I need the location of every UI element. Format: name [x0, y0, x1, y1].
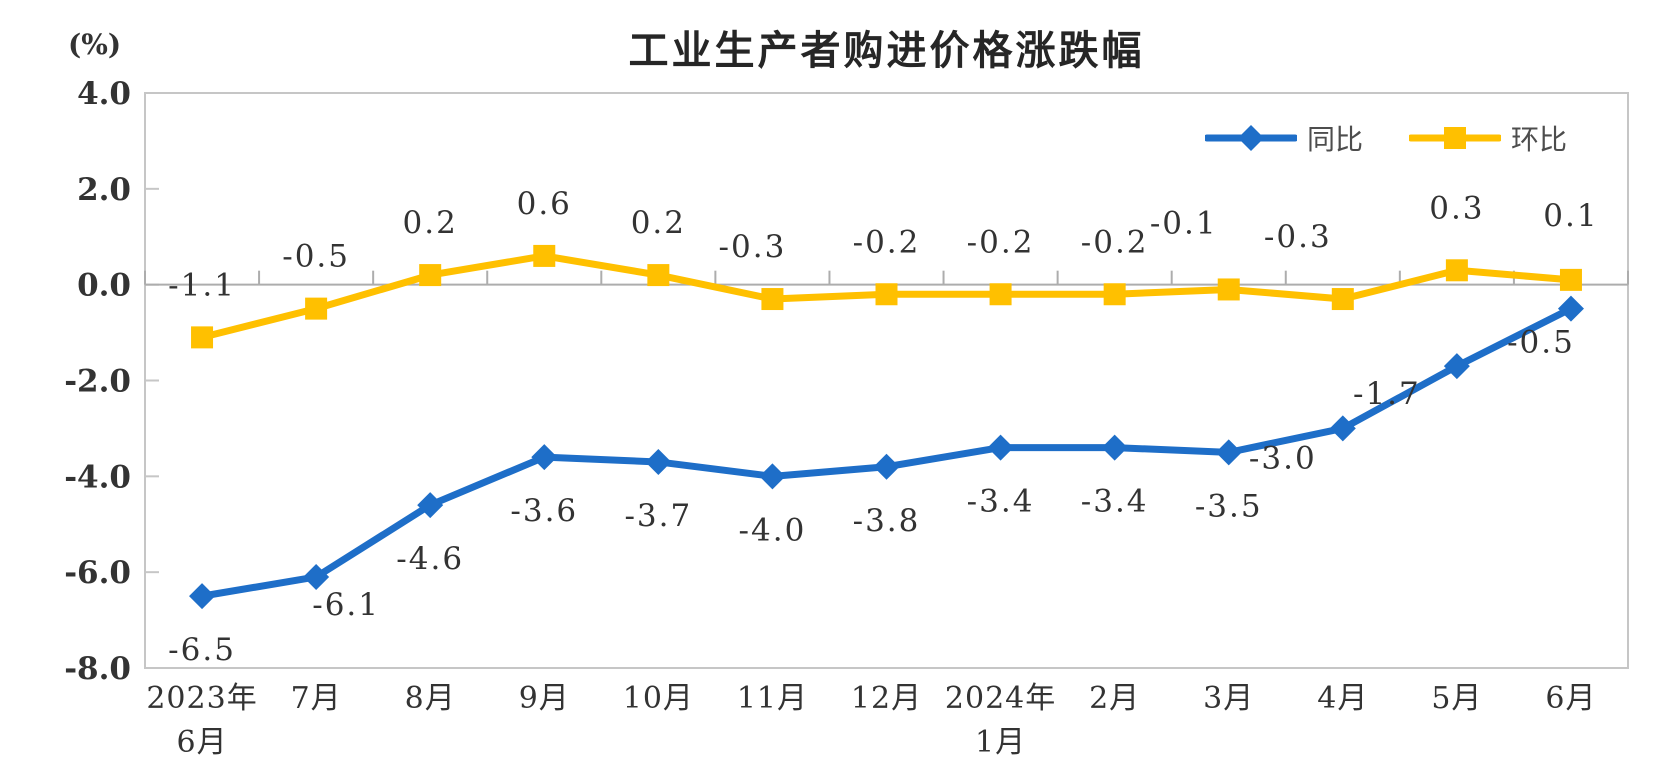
- line-diamond-marker-icon: [1205, 125, 1297, 151]
- svg-text:8月: 8月: [405, 681, 456, 716]
- svg-text:-3.4: -3.4: [1081, 484, 1149, 520]
- svg-text:-4.0: -4.0: [64, 459, 131, 495]
- legend-label-huanbi: 环比: [1511, 123, 1568, 156]
- svg-text:6月: 6月: [1545, 681, 1596, 716]
- svg-text:-6.1: -6.1: [312, 587, 380, 623]
- svg-text:-0.2: -0.2: [1081, 224, 1149, 260]
- svg-text:9月: 9月: [519, 681, 570, 716]
- svg-text:-0.5: -0.5: [1507, 325, 1575, 361]
- svg-text:-3.6: -3.6: [510, 493, 578, 529]
- svg-text:2024年: 2024年: [945, 681, 1056, 716]
- svg-text:2023年: 2023年: [146, 681, 257, 716]
- svg-text:11月: 11月: [737, 681, 808, 716]
- svg-text:1月: 1月: [975, 725, 1026, 760]
- svg-text:-3.8: -3.8: [853, 503, 921, 539]
- svg-text:-3.5: -3.5: [1195, 488, 1263, 524]
- svg-text:-1.1: -1.1: [168, 267, 236, 303]
- svg-text:0.3: 0.3: [1429, 190, 1484, 226]
- svg-text:-3.0: -3.0: [1249, 440, 1317, 476]
- svg-text:5月: 5月: [1431, 681, 1482, 716]
- svg-text:-0.3: -0.3: [1264, 219, 1332, 255]
- svg-text:-0.3: -0.3: [719, 229, 787, 265]
- chart-legend: 同比 环比: [1205, 118, 1567, 158]
- svg-text:0.2: 0.2: [403, 205, 458, 241]
- svg-text:0.2: 0.2: [631, 205, 686, 241]
- page-title: 工业生产者购进价格涨跌幅: [628, 29, 1145, 73]
- svg-text:7月: 7月: [291, 681, 342, 716]
- svg-text:0.1: 0.1: [1543, 198, 1598, 234]
- svg-text:-8.0: -8.0: [64, 651, 131, 687]
- svg-text:-4.6: -4.6: [396, 541, 464, 577]
- svg-text:-3.4: -3.4: [967, 484, 1035, 520]
- svg-text:3月: 3月: [1203, 681, 1254, 716]
- svg-text:10月: 10月: [623, 681, 694, 716]
- svg-text:-1.7: -1.7: [1353, 376, 1421, 412]
- svg-text:4月: 4月: [1317, 681, 1368, 716]
- legend-label-tongbi: 同比: [1307, 123, 1364, 156]
- line-square-marker-icon: [1409, 127, 1502, 149]
- svg-text:-6.0: -6.0: [64, 555, 131, 591]
- svg-text:4.0: 4.0: [77, 76, 131, 112]
- svg-text:2.0: 2.0: [77, 172, 131, 208]
- svg-text:-2.0: -2.0: [64, 364, 131, 400]
- svg-text:0.6: 0.6: [517, 186, 572, 222]
- svg-text:-0.2: -0.2: [967, 224, 1035, 260]
- svg-text:12月: 12月: [851, 681, 922, 716]
- svg-text:-0.5: -0.5: [282, 239, 350, 275]
- svg-text:-4.0: -4.0: [739, 512, 807, 548]
- legend-item-huanbi: 环比: [1409, 118, 1567, 158]
- svg-text:-6.5: -6.5: [168, 632, 236, 668]
- svg-text:-0.2: -0.2: [853, 224, 921, 260]
- svg-text:-3.7: -3.7: [624, 498, 692, 534]
- svg-text:0.0: 0.0: [77, 268, 131, 304]
- y-axis-unit-label: (%): [68, 28, 122, 61]
- svg-text:6月: 6月: [176, 725, 227, 760]
- svg-text:-0.1: -0.1: [1150, 205, 1218, 241]
- legend-item-tongbi: 同比: [1205, 118, 1363, 158]
- svg-text:2月: 2月: [1089, 681, 1140, 716]
